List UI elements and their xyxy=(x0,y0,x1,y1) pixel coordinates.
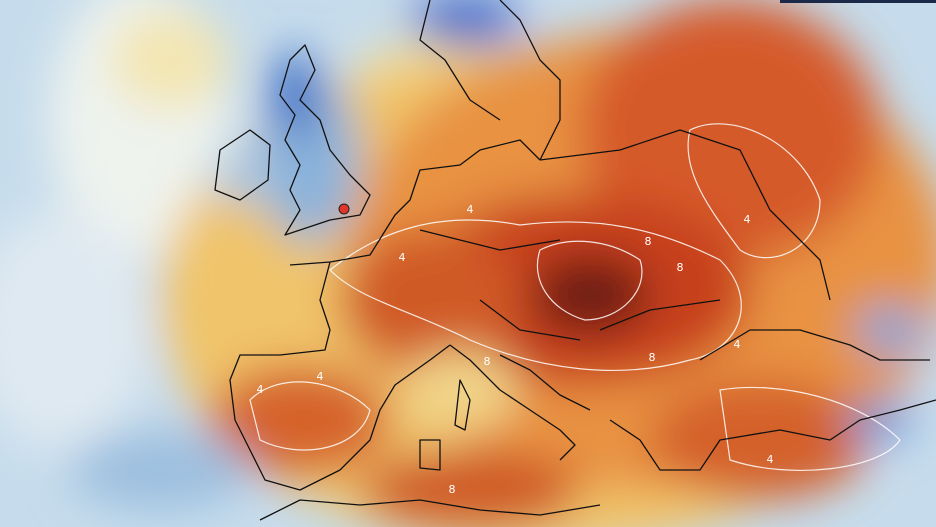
contour-label: 4 xyxy=(399,251,406,264)
contour-label: 8 xyxy=(484,355,491,368)
contour-label: 8 xyxy=(449,483,456,496)
isolines xyxy=(249,123,901,472)
contour-labels: 4 8 8 4 4 8 8 4 4 8 4 4 xyxy=(257,203,774,496)
contour-label: 8 xyxy=(645,235,652,248)
contour-label: 4 xyxy=(744,213,751,226)
contour-label: 4 xyxy=(467,203,474,216)
top-bar xyxy=(780,0,936,3)
contour-label: 4 xyxy=(317,370,324,383)
contour-label: 4 xyxy=(734,338,741,351)
coastlines xyxy=(214,0,936,521)
contour-label: 4 xyxy=(767,453,774,466)
contour-label: 8 xyxy=(677,261,684,274)
contour-label: 8 xyxy=(649,351,656,364)
location-marker xyxy=(338,203,350,215)
contour-label: 4 xyxy=(257,383,264,396)
